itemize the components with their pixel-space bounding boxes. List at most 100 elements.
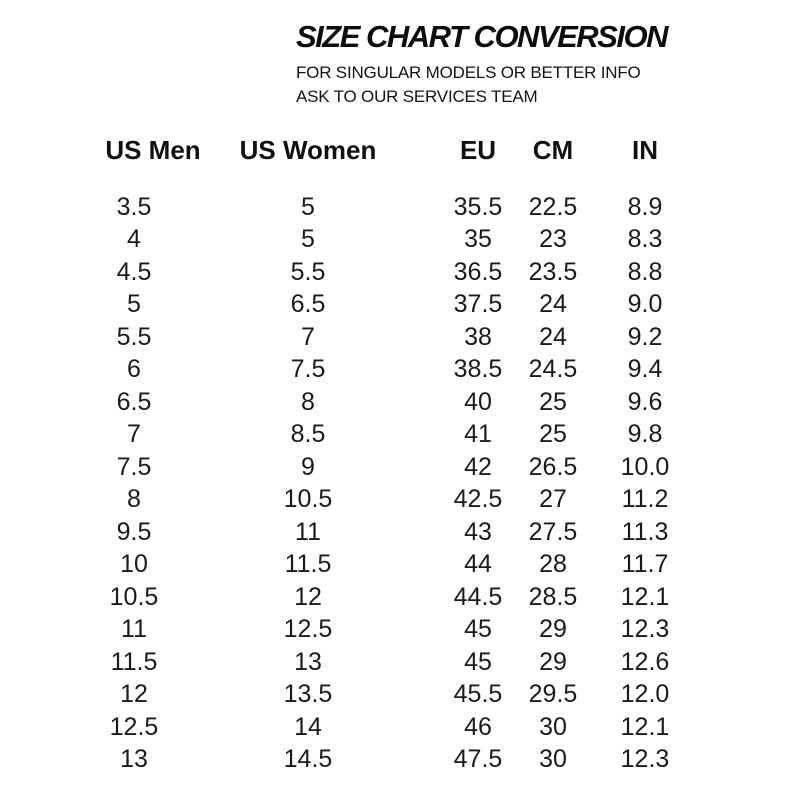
- table-cell: 35.5: [453, 192, 503, 221]
- table-cell: 9.4: [627, 355, 663, 384]
- table-cell: 8.3: [627, 225, 663, 254]
- table-cell: 23.5: [528, 257, 578, 286]
- table-cell: 12.3: [620, 745, 670, 774]
- table-cell: 41: [464, 420, 492, 449]
- table-cell: 9.5: [116, 517, 152, 546]
- table-cell: 7.5: [290, 355, 326, 384]
- table-cell: 45: [464, 647, 492, 676]
- table-cell: 11.5: [110, 647, 158, 676]
- table-cell: 6: [127, 355, 141, 384]
- table-cell: 8.8: [627, 257, 663, 286]
- table-cell: 12.6: [620, 647, 670, 676]
- table-cell: 9.6: [627, 387, 663, 416]
- table-cell: 9: [301, 452, 315, 481]
- table-row: 4 5 35 23 8.3: [56, 224, 710, 257]
- table-row: 11.5 13 45 29 12.6: [56, 646, 710, 679]
- table-cell: 8.5: [290, 420, 326, 449]
- table-cell: 11: [295, 517, 321, 546]
- table-cell: 13: [120, 745, 148, 774]
- table-cell: 8.9: [627, 192, 663, 221]
- table-cell: 22.5: [528, 192, 578, 221]
- table-cell: 11.5: [284, 550, 332, 579]
- table-cell: 38: [464, 322, 492, 351]
- table-cell: 14: [294, 712, 322, 741]
- table-row: 4.5 5.5 36.5 23.5 8.8: [56, 256, 710, 289]
- table-row: 5.5 7 38 24 9.2: [56, 321, 710, 354]
- table-cell: 45.5: [453, 680, 503, 709]
- table-cell: 12.1: [620, 712, 670, 741]
- table-cell: 25: [539, 387, 567, 416]
- table-cell: 46: [464, 712, 492, 741]
- table-cell: 3.5: [116, 192, 152, 221]
- table-row: 6.5 8 40 25 9.6: [56, 386, 710, 419]
- table-row: 9.5 11 43 27.5 11.3: [56, 516, 710, 549]
- table-cell: 9.2: [627, 322, 663, 351]
- table-cell: 40: [464, 387, 492, 416]
- table-row: 12 13.5 45.5 29.5 12.0: [56, 679, 710, 712]
- table-cell: 4: [127, 225, 141, 254]
- column-header-cm: CM: [532, 134, 574, 165]
- column-header-us-women: US Women: [239, 134, 377, 165]
- table-row: 5 6.5 37.5 24 9.0: [56, 289, 710, 322]
- table-header-row: US Men US Women EU CM IN: [56, 130, 710, 170]
- table-cell: 23: [539, 225, 567, 254]
- table-cell: 8: [127, 485, 141, 514]
- table-cell: 5.5: [116, 322, 152, 351]
- table-cell: 29: [539, 647, 567, 676]
- table-cell: 12.0: [620, 680, 670, 709]
- table-row: 10.5 12 44.5 28.5 12.1: [56, 581, 710, 614]
- table-cell: 29: [539, 615, 567, 644]
- table-row: 11 12.5 45 29 12.3: [56, 614, 710, 647]
- column-header-in: IN: [632, 134, 658, 165]
- table-cell: 7: [127, 420, 141, 449]
- table-cell: 12.1: [620, 582, 670, 611]
- table-cell: 44.5: [453, 582, 503, 611]
- table-cell: 24.5: [528, 355, 578, 384]
- table-cell: 47.5: [453, 745, 503, 774]
- table-cell: 30: [539, 712, 567, 741]
- subtitle-line-2: ASK TO OUR SERVICES TEAM: [296, 87, 538, 106]
- table-cell: 6.5: [290, 290, 326, 319]
- table-cell: 11.2: [621, 485, 669, 514]
- table-cell: 10.5: [283, 485, 333, 514]
- subtitle-line-1: FOR SINGULAR MODELS OR BETTER INFO: [296, 63, 641, 82]
- table-cell: 24: [539, 322, 567, 351]
- table-cell: 28: [539, 550, 567, 579]
- table-cell: 12: [120, 680, 148, 709]
- table-cell: 9.0: [627, 290, 663, 319]
- table-row: 6 7.5 38.5 24.5 9.4: [56, 354, 710, 387]
- table-cell: 28.5: [528, 582, 578, 611]
- size-table-body: 3.5 5 35.5 22.5 8.9 4 5 35 23 8.3 4.5 5.5 36.5 23.5 8.…: [56, 170, 710, 776]
- table-cell: 13.5: [283, 680, 333, 709]
- table-cell: 5: [301, 192, 315, 221]
- table-cell: 12.5: [109, 712, 159, 741]
- table-cell: 5.5: [290, 257, 326, 286]
- table-cell: 14.5: [283, 745, 333, 774]
- table-cell: 11: [121, 615, 147, 644]
- table-cell: 13: [294, 647, 322, 676]
- table-cell: 42: [464, 452, 492, 481]
- column-header-eu: EU: [459, 134, 497, 165]
- table-cell: 36.5: [453, 257, 503, 286]
- table-row: 8 10.5 42.5 27 11.2: [56, 484, 710, 517]
- column-header-us-men: US Men: [105, 134, 201, 165]
- table-cell: 9.8: [627, 420, 663, 449]
- page-title: SIZE CHART CONVERSION: [296, 19, 668, 54]
- table-cell: 12.3: [620, 615, 670, 644]
- table-cell: 27: [539, 485, 567, 514]
- table-cell: 42.5: [453, 485, 503, 514]
- table-row: 7 8.5 41 25 9.8: [56, 419, 710, 452]
- table-cell: 38.5: [453, 355, 503, 384]
- table-cell: 12: [294, 582, 322, 611]
- table-cell: 6.5: [116, 387, 152, 416]
- table-cell: 10.0: [620, 452, 670, 481]
- table-cell: 44: [464, 550, 492, 579]
- table-row: 7.5 9 42 26.5 10.0: [56, 451, 710, 484]
- table-row: 12.5 14 46 30 12.1: [56, 711, 710, 744]
- table-cell: 25: [539, 420, 567, 449]
- table-cell: 11.7: [621, 550, 669, 579]
- table-cell: 10.5: [109, 582, 159, 611]
- table-row: 10 11.5 44 28 11.7: [56, 549, 710, 582]
- table-cell: 30: [539, 745, 567, 774]
- table-row: 3.5 5 35.5 22.5 8.9: [56, 170, 710, 224]
